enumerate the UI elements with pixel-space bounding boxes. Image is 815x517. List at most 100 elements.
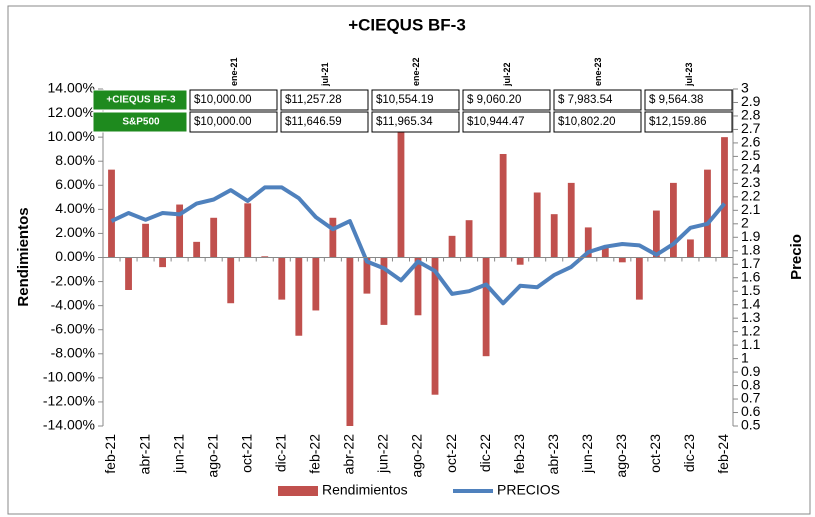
table-cell [189, 89, 278, 111]
table-cell [644, 111, 733, 133]
y2-tick-label: 1.2 [741, 322, 761, 338]
table-column-header: jul-23 [684, 62, 694, 87]
bar [176, 204, 184, 258]
table-column-header: ene-22 [411, 57, 421, 86]
x-tick-label: abr-23 [545, 434, 561, 475]
y-tick-label: 0.00% [55, 248, 95, 264]
table-cell-text: $10,000.00 [194, 116, 252, 128]
table-cell-text: $ 7,983.54 [558, 94, 613, 106]
y2-axis-title: Precio [788, 234, 805, 280]
bar [584, 227, 592, 258]
table-cell [189, 111, 278, 133]
y2-tick-label: 1.4 [741, 295, 761, 311]
table-column-header: jul-22 [502, 62, 512, 87]
y2-tick-label: 0.5 [741, 417, 761, 433]
bar [670, 182, 677, 258]
y-tick-label: 12.00% [48, 104, 95, 120]
x-tick-label: dic-21 [272, 434, 288, 472]
y2-tick-label: 1.8 [741, 241, 761, 257]
bar [278, 257, 286, 300]
y2-tick-label: 2.7 [741, 120, 761, 136]
bar [601, 246, 609, 258]
y-tick-label: 10.00% [48, 128, 95, 144]
y-tick-label: 8.00% [55, 152, 95, 168]
y2-tick-label: 2.6 [741, 134, 761, 150]
y-tick-label: -14.00% [43, 417, 95, 433]
x-tick-label: ago-23 [613, 434, 629, 478]
y-tick-label: -10.00% [43, 369, 95, 385]
y2-tick-label: 0.9 [741, 363, 761, 379]
y2-tick-label: 1.1 [741, 336, 761, 352]
bar [652, 210, 660, 258]
table-column-header: ene-21 [229, 57, 239, 86]
y-tick-label: 2.00% [55, 224, 95, 240]
table-cell-text: $ 9,564.38 [649, 94, 703, 106]
table-cell-text: $10,000.00 [194, 94, 252, 106]
bar [329, 217, 337, 258]
y-tick-label: 6.00% [55, 176, 95, 192]
bar [159, 257, 166, 268]
x-tick-label: oct-22 [443, 434, 459, 473]
table-row-label-cell [92, 111, 188, 133]
y-tick-label: -8.00% [51, 344, 95, 360]
bar [567, 182, 575, 258]
y2-tick-label: 1.9 [741, 228, 761, 244]
bar [108, 169, 115, 258]
y2-tick-label: 2 [741, 215, 749, 231]
table-cell-text: $ 9,060.20 [467, 94, 521, 106]
legend-swatch [278, 486, 318, 496]
x-tick-label: dic-22 [477, 434, 493, 472]
x-tick-label: oct-23 [647, 434, 663, 473]
table-cell-text: $10,554.19 [376, 94, 434, 106]
bar [244, 203, 252, 258]
table-cell-text: $11,646.59 [285, 116, 342, 128]
y-tick-label: -12.00% [43, 393, 95, 409]
y2-tick-label: 0.7 [741, 390, 761, 406]
bar [380, 257, 388, 325]
table-cell [371, 111, 460, 133]
y-tick-label: -6.00% [51, 320, 95, 336]
table-cell [553, 89, 642, 111]
y2-tick-label: 1.5 [741, 282, 761, 298]
bar [687, 239, 694, 258]
table-cell [280, 111, 369, 133]
table-row-label: S&P500 [122, 117, 160, 128]
bar [346, 257, 354, 426]
y2-tick-label: 1.6 [741, 268, 761, 284]
y2-tick-label: 2.2 [741, 188, 761, 204]
bar [210, 217, 218, 258]
x-tick-label: jun-23 [579, 434, 595, 474]
bar [465, 220, 473, 258]
bar [227, 257, 235, 304]
table-row-label-cell [92, 89, 188, 111]
bar [142, 223, 149, 258]
y2-tick-label: 2.9 [741, 93, 761, 109]
bar [533, 192, 541, 258]
table-cell-text: $11,965.34 [376, 116, 433, 128]
x-tick-label: feb-24 [715, 434, 731, 474]
y2-tick-label: 0.6 [741, 403, 761, 419]
table-cell-text: $12,159.86 [649, 116, 707, 128]
y-tick-label: 14.00% [48, 80, 95, 96]
chart-title: +CIEQUS BF-3 [348, 15, 466, 34]
y2-tick-label: 1.3 [741, 309, 761, 325]
x-tick-label: jun-22 [375, 434, 391, 474]
x-tick-label: feb-21 [102, 434, 118, 474]
bar [448, 235, 456, 258]
table-cell [553, 111, 642, 133]
table-column-header: ene-23 [593, 57, 603, 86]
bar [414, 257, 422, 316]
bar [516, 257, 524, 265]
y-tick-label: -4.00% [51, 296, 95, 312]
y2-tick-label: 2.4 [741, 161, 761, 177]
bar [312, 257, 320, 311]
bar [550, 214, 558, 258]
x-tick-label: ago-22 [409, 434, 425, 478]
table-column-header: jul-21 [320, 62, 330, 87]
table-cell [462, 111, 551, 133]
table-row-label: +CIEQUS BF-3 [106, 95, 176, 106]
x-tick-label: abr-22 [341, 434, 357, 475]
x-tick-label: jun-21 [170, 434, 186, 474]
y-tick-label: 4.00% [55, 200, 95, 216]
